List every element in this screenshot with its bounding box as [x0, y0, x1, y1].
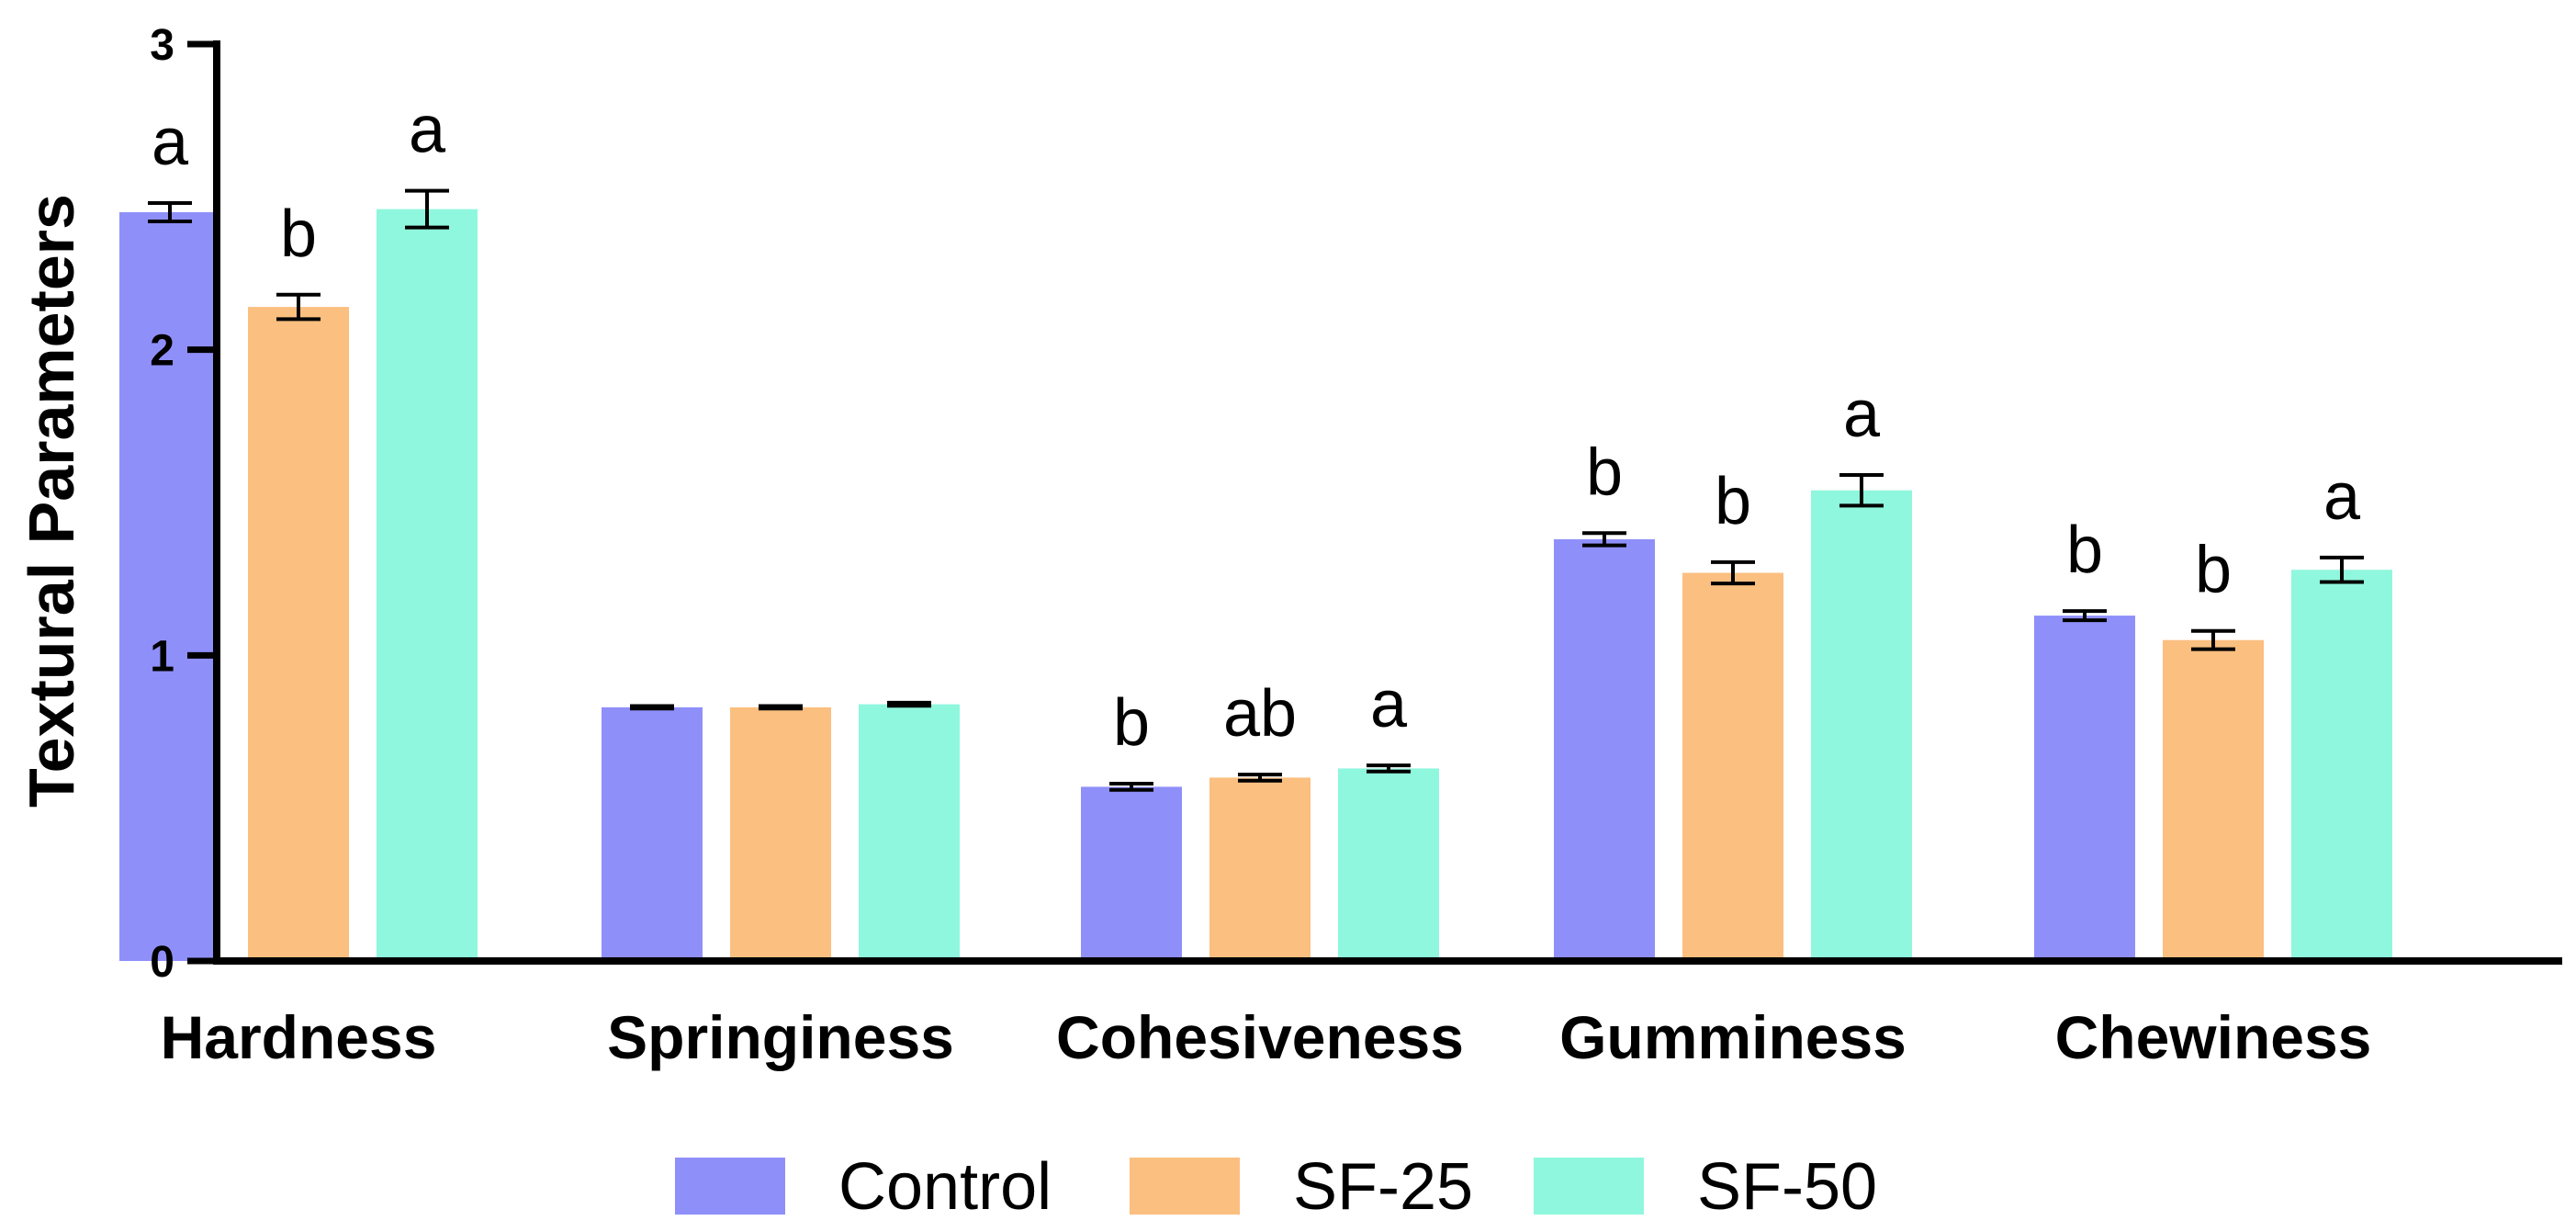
legend-label: SF-50	[1697, 1150, 1877, 1224]
significance-label: a	[1843, 378, 1881, 451]
error-bar	[276, 292, 321, 322]
y-axis-label: Textural Parameters	[16, 194, 87, 808]
error-bar	[630, 704, 674, 711]
bar-control-springiness	[602, 706, 703, 961]
bar-sf-50-cohesiveness	[1338, 768, 1439, 961]
x-tick-label: Chewiness	[2055, 1003, 2372, 1071]
error-bar	[1109, 782, 1153, 792]
bar-sf-50-chewiness	[2291, 570, 2392, 961]
y-tick-label: 2	[150, 327, 174, 376]
error-bar	[1839, 473, 1884, 508]
significance-label: ab	[1223, 677, 1297, 751]
bar-sf-50-gumminess	[1811, 490, 1912, 961]
error-bar	[2320, 555, 2364, 584]
error-bar	[1711, 559, 1755, 586]
legend-label: SF-25	[1293, 1150, 1473, 1224]
error-bar	[1582, 531, 1626, 548]
significance-label: b	[1715, 465, 1751, 538]
bar-sf-25-chewiness	[2163, 639, 2264, 961]
x-tick-label: Gumminess	[1559, 1003, 1907, 1071]
error-bar	[1367, 763, 1411, 774]
bar-control-hardness	[119, 211, 220, 961]
y-ticks: 0 1 2 3	[150, 21, 217, 987]
x-category-labels: Hardness Springiness Cohesiveness Gumminess…	[161, 1003, 2372, 1071]
bar-sf-25-gumminess	[1682, 572, 1783, 961]
bar-control-chewiness	[2034, 616, 2135, 961]
significance-label: b	[1586, 435, 1623, 509]
bar-control-cohesiveness	[1081, 786, 1182, 961]
x-tick-label: Springiness	[607, 1003, 954, 1071]
y-tick-label: 1	[150, 632, 174, 681]
x-tick-label: Cohesiveness	[1056, 1003, 1464, 1071]
bar-sf-50-springiness	[859, 704, 960, 961]
legend-label: Control	[838, 1150, 1052, 1224]
significance-label: b	[2195, 534, 2232, 607]
significance-label: a	[1370, 668, 1408, 741]
x-tick-label: Hardness	[161, 1003, 437, 1071]
y-tick-label: 0	[150, 938, 174, 987]
legend-item-sf-50: SF-50	[1534, 1150, 1877, 1224]
error-bar	[1238, 773, 1282, 783]
significance-label: b	[1113, 686, 1150, 760]
legend-swatch	[1130, 1158, 1240, 1215]
legend-item-control: Control	[675, 1150, 1052, 1224]
chart-axes: 0 1 2 3 Hardness Springiness Cohesiveness Gumm…	[150, 21, 2562, 1071]
bar-sf-25-springiness	[730, 706, 831, 961]
bar-control-gumminess	[1554, 538, 1655, 961]
bar-sf-25-hardness	[248, 307, 349, 961]
error-bar	[148, 200, 192, 223]
bar-sf-25-cohesiveness	[1209, 777, 1310, 961]
legend-item-sf-25: SF-25	[1130, 1150, 1473, 1224]
legend: Control SF-25 SF-50	[675, 1150, 1877, 1224]
error-bar	[887, 700, 931, 708]
significance-label: a	[152, 106, 189, 179]
significance-label: b	[280, 198, 317, 271]
significance-label: a	[409, 94, 446, 167]
error-bar	[2063, 609, 2107, 623]
significance-label: a	[2323, 460, 2361, 534]
bar-sf-50-hardness	[377, 209, 478, 961]
legend-swatch	[1534, 1158, 1644, 1215]
error-bar	[2191, 628, 2235, 651]
error-bar	[405, 188, 449, 230]
legend-swatch	[675, 1158, 785, 1215]
significance-label: b	[2066, 514, 2103, 587]
error-bar	[759, 704, 803, 711]
y-tick-label: 3	[150, 21, 174, 70]
